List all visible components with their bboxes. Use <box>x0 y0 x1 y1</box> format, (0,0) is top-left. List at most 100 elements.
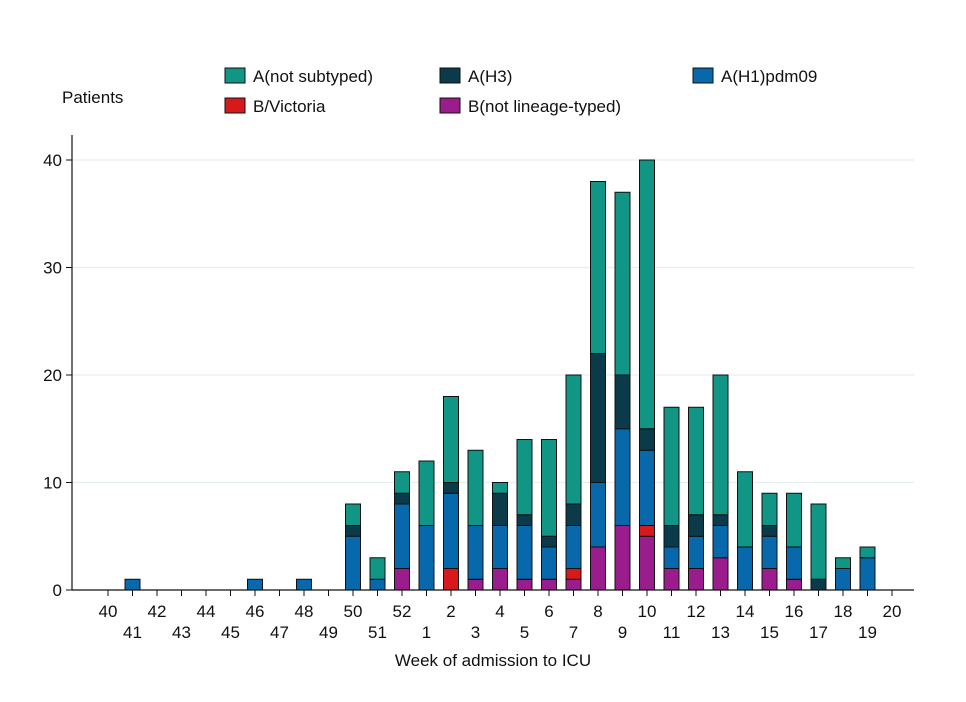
x-tick-label: 13 <box>711 623 730 642</box>
legend-swatch <box>692 67 714 84</box>
y-tick-label: 10 <box>43 474 62 493</box>
bar-segment <box>369 557 386 580</box>
bar-segment <box>345 535 361 591</box>
x-tick-label: 52 <box>393 602 412 621</box>
bar-segment <box>688 535 704 569</box>
bar-segment <box>590 353 606 483</box>
x-tick-label: 45 <box>221 623 240 642</box>
bar-segment <box>859 557 876 591</box>
bar-segment <box>516 578 533 591</box>
bar-segment <box>541 578 557 591</box>
bars <box>124 159 876 591</box>
bar-segment <box>810 503 827 580</box>
bar-segment <box>737 471 753 548</box>
bar-segment <box>443 482 459 494</box>
x-tick-label: 10 <box>638 602 657 621</box>
bar-segment <box>394 568 410 591</box>
x-tick-label: 18 <box>834 602 853 621</box>
bar-segment <box>590 482 606 548</box>
bar-segment <box>541 439 557 537</box>
bar-segment <box>639 449 655 526</box>
bar-segment <box>712 525 729 559</box>
legend-swatch <box>439 67 461 84</box>
bar-segment <box>247 578 263 591</box>
bar-segment <box>737 546 753 591</box>
legend-label: A(not subtyped) <box>253 67 373 86</box>
bar-segment <box>712 514 729 526</box>
bar-segment <box>835 568 851 591</box>
bar-segment <box>663 568 680 591</box>
x-tick-label: 5 <box>520 623 529 642</box>
bar-segment <box>639 428 655 451</box>
bar-segment <box>859 546 876 559</box>
bar-segment <box>688 568 704 591</box>
bar-segment <box>663 525 680 548</box>
legend-swatch <box>439 97 461 114</box>
x-tick-label: 40 <box>99 602 118 621</box>
y-tick-label: 0 <box>53 581 62 600</box>
bar-segment <box>663 406 680 526</box>
bar-segment <box>639 525 655 537</box>
x-tick-label: 16 <box>785 602 804 621</box>
x-tick-label: 11 <box>663 623 681 642</box>
legend-label: B(not lineage-typed) <box>468 97 621 116</box>
legend-label: A(H1)pdm09 <box>721 67 817 86</box>
axes <box>71 135 914 591</box>
bar-segment <box>614 191 631 376</box>
bar-segment <box>394 503 410 569</box>
bar-segment <box>418 525 435 591</box>
legend-label: B/Victoria <box>253 97 326 116</box>
bar-segment <box>418 460 435 526</box>
bar-segment <box>296 578 312 591</box>
bar-segment <box>124 578 141 591</box>
bar-segment <box>394 471 410 494</box>
bar-segment <box>565 568 582 580</box>
bar-segment <box>810 578 827 591</box>
bar-segment <box>369 578 386 591</box>
x-tick-label: 41 <box>123 623 142 642</box>
bar-segment <box>639 535 655 591</box>
x-tick-label: 7 <box>569 623 578 642</box>
legend-label: A(H3) <box>468 67 512 86</box>
bar-segment <box>614 374 631 430</box>
x-tick-label: 6 <box>544 602 553 621</box>
bar-segment <box>565 374 582 505</box>
x-tick-label: 9 <box>618 623 627 642</box>
x-tick-label: 4 <box>495 602 504 621</box>
x-tick-label: 51 <box>368 623 387 642</box>
bar-segment <box>467 578 484 591</box>
bar-segment <box>786 578 802 591</box>
bar-segment <box>688 514 704 537</box>
y-axis-title: Patients <box>62 88 123 107</box>
bar-segment <box>516 514 533 526</box>
x-tick-label: 44 <box>197 602 216 621</box>
bar-segment <box>835 557 851 569</box>
bar-segment <box>590 546 606 591</box>
bar-segment <box>516 525 533 580</box>
x-tick-label: 20 <box>883 602 902 621</box>
bar-segment <box>345 503 361 526</box>
bar-segment <box>761 492 778 526</box>
bar-segment <box>345 525 361 537</box>
bar-segment <box>516 439 533 516</box>
y-tick-label: 30 <box>43 259 62 278</box>
bar-segment <box>639 159 655 430</box>
x-tick-label: 17 <box>809 623 828 642</box>
y-axis-ticks: 0 10 20 30 40 <box>43 151 72 600</box>
x-tick-label: 15 <box>760 623 779 642</box>
bar-segment <box>590 181 606 354</box>
bar-segment <box>761 568 778 591</box>
x-tick-label: 43 <box>172 623 191 642</box>
x-axis-title: Week of admission to ICU <box>395 651 591 670</box>
bar-segment <box>492 568 508 591</box>
bar-segment <box>614 525 631 591</box>
x-tick-label: 1 <box>422 623 431 642</box>
legend-swatch <box>224 67 246 84</box>
x-axis-ticks: 4041424344454647484950515212345678910111… <box>99 590 902 642</box>
bar-segment <box>761 535 778 569</box>
bar-segment <box>541 535 557 548</box>
bar-segment <box>443 396 459 483</box>
x-tick-label: 49 <box>319 623 338 642</box>
bar-segment <box>786 492 802 548</box>
